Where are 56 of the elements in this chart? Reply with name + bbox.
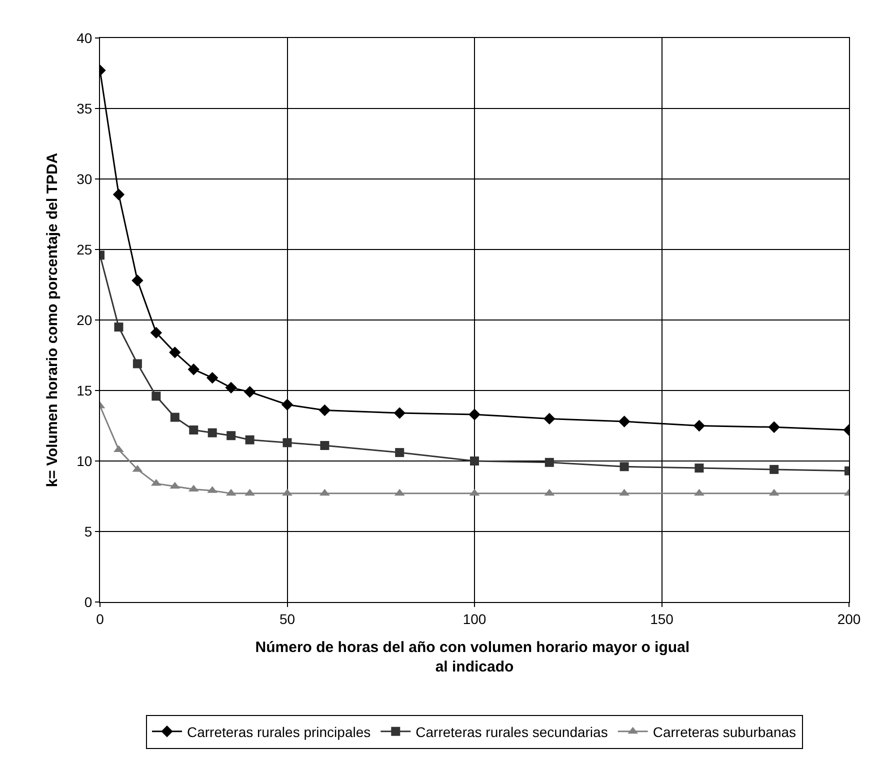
point bbox=[395, 448, 404, 458]
point bbox=[206, 372, 218, 384]
point bbox=[114, 322, 124, 332]
y-tick-label: 40 bbox=[76, 30, 92, 46]
point bbox=[245, 435, 254, 444]
legend-label: Carreteras rurales principales bbox=[187, 724, 371, 740]
point bbox=[244, 488, 255, 496]
point bbox=[282, 438, 292, 448]
point bbox=[318, 404, 331, 416]
point bbox=[188, 364, 200, 376]
point bbox=[112, 188, 125, 200]
point bbox=[244, 386, 256, 398]
legend-label: Carreteras suburbanas bbox=[652, 724, 796, 740]
point bbox=[394, 407, 406, 419]
y-tick-label: 10 bbox=[76, 452, 92, 469]
point bbox=[170, 412, 180, 422]
y-tick-label: 30 bbox=[76, 170, 92, 187]
point bbox=[282, 488, 292, 496]
point bbox=[132, 274, 144, 286]
x-tick-label: 150 bbox=[650, 610, 674, 627]
point bbox=[468, 408, 480, 420]
point bbox=[208, 428, 217, 438]
point bbox=[320, 488, 330, 496]
point bbox=[619, 488, 630, 496]
point bbox=[544, 412, 556, 425]
y-tick-label: 35 bbox=[76, 100, 92, 116]
y-tick-label: 20 bbox=[76, 312, 92, 328]
x-axis-title: Número de horas del año con volumen horario mayor o igual al indicado bbox=[255, 638, 694, 676]
y-axis-title: k= Volumen horario como porcentaje del TPDA bbox=[44, 152, 61, 488]
point bbox=[694, 464, 704, 473]
point bbox=[620, 462, 629, 472]
x-tick-label: 100 bbox=[462, 610, 486, 627]
point bbox=[768, 421, 780, 434]
y-tick-label: 25 bbox=[76, 241, 92, 258]
point bbox=[152, 392, 161, 401]
point bbox=[470, 456, 479, 466]
x-tick-label: 50 bbox=[279, 610, 296, 627]
point bbox=[189, 425, 198, 434]
y-tick-label: 5 bbox=[84, 523, 92, 540]
legend-label: Carreteras rurales secundarias bbox=[416, 724, 608, 740]
point bbox=[320, 440, 330, 450]
point bbox=[281, 398, 294, 410]
point bbox=[132, 359, 142, 368]
point bbox=[693, 420, 706, 432]
x-tick-label: 0 bbox=[96, 610, 104, 627]
y-tick-label: 0 bbox=[84, 594, 92, 610]
point bbox=[169, 346, 181, 358]
point bbox=[225, 382, 237, 394]
y-tick-label: 15 bbox=[76, 382, 92, 398]
point bbox=[226, 431, 236, 440]
point bbox=[694, 488, 704, 496]
point bbox=[544, 458, 554, 467]
point bbox=[770, 464, 779, 474]
x-tick-label: 200 bbox=[837, 610, 861, 627]
point bbox=[618, 416, 630, 428]
point bbox=[150, 326, 162, 339]
